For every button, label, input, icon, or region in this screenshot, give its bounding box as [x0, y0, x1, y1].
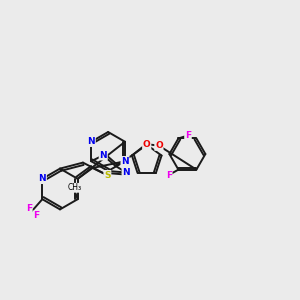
Text: N: N: [87, 137, 95, 146]
Text: S: S: [104, 171, 111, 180]
Text: N: N: [99, 151, 107, 160]
Text: F: F: [166, 170, 172, 179]
Text: F: F: [33, 211, 39, 220]
Text: N: N: [121, 157, 129, 166]
Text: O: O: [143, 140, 151, 149]
Text: CH₃: CH₃: [68, 183, 82, 192]
Text: F: F: [26, 204, 32, 213]
Text: F: F: [185, 131, 191, 140]
Text: O: O: [155, 141, 163, 150]
Text: N: N: [38, 174, 46, 183]
Text: N: N: [122, 168, 130, 177]
